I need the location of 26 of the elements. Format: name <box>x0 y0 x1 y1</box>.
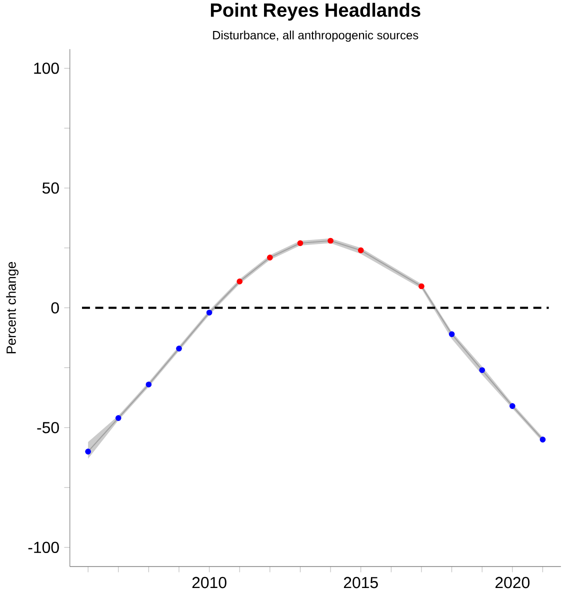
point <box>266 254 273 260</box>
x-tick-label: 2015 <box>344 576 378 588</box>
point <box>176 346 182 352</box>
point <box>236 278 242 284</box>
y-tick-label: 100 <box>34 62 59 74</box>
x-tick-label: 2010 <box>192 576 226 588</box>
point <box>115 415 122 421</box>
point <box>327 238 334 244</box>
point <box>448 331 454 338</box>
point <box>540 436 546 443</box>
point <box>146 382 152 388</box>
chart-title: Point Reyes Headlands <box>210 2 420 21</box>
x-tick-label: 2020 <box>495 576 530 588</box>
chart-subtitle: Disturbance, all anthropogenic sources <box>212 30 418 42</box>
point <box>297 240 303 246</box>
y-tick-label: -50 <box>37 422 59 434</box>
y-tick-label: 50 <box>42 182 59 194</box>
point <box>84 448 91 454</box>
point <box>206 310 212 316</box>
y-axis-title: Percent change <box>6 262 18 354</box>
point <box>478 367 485 374</box>
y-tick-label: -100 <box>28 542 59 554</box>
point <box>358 247 364 254</box>
point <box>418 283 424 290</box>
y-tick-label: 0 <box>51 302 59 314</box>
point <box>509 403 516 409</box>
